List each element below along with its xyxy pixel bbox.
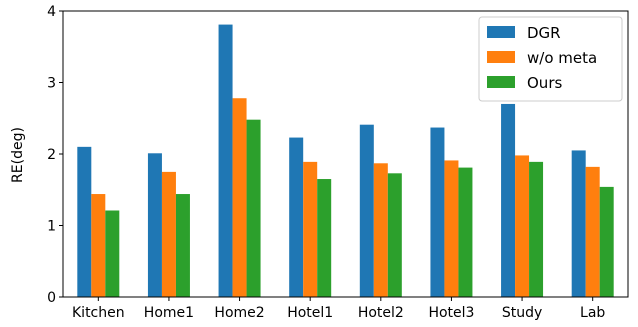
- bar-dgr-lab: [571, 150, 586, 297]
- bar-w-o-meta-home1: [161, 171, 176, 298]
- bar-ours-kitchen: [105, 210, 120, 297]
- legend-swatch: [487, 51, 515, 63]
- bar-w-o-meta-study: [515, 155, 530, 297]
- bar-w-o-meta-hotel1: [303, 161, 318, 297]
- y-axis-label: RE(deg): [10, 127, 26, 183]
- legend-label: Ours: [527, 74, 562, 92]
- x-tick-label-hotel3: Hotel3: [428, 305, 474, 321]
- legend-swatch: [487, 26, 515, 38]
- bars-group: [77, 24, 614, 298]
- bar-dgr-hotel3: [430, 127, 445, 297]
- x-tick-label-home2: Home2: [214, 305, 264, 321]
- legend-label: w/o meta: [527, 49, 597, 67]
- bar-ours-home2: [246, 119, 261, 298]
- y-tick-label: 2: [47, 147, 56, 163]
- bar-dgr-hotel1: [289, 137, 304, 297]
- bar-dgr-hotel2: [359, 124, 374, 297]
- legend-label: DGR: [527, 24, 561, 42]
- axes-group: 0 1 2 3 4 Kitchen Home1 Home2 Hotel1 Hotel2 Hotel3…: [47, 4, 629, 321]
- bar-w-o-meta-hotel3: [444, 160, 459, 297]
- bar-dgr-kitchen: [77, 146, 92, 297]
- y-tick-label: 1: [47, 219, 56, 235]
- bar-ours-hotel3: [458, 167, 473, 297]
- bar-w-o-meta-kitchen: [91, 194, 106, 297]
- y-tick-label: 4: [47, 4, 56, 20]
- x-tick-label-home1: Home1: [144, 305, 194, 321]
- x-tick-label-hotel2: Hotel2: [358, 305, 404, 321]
- bar-dgr-study: [501, 103, 516, 297]
- bar-w-o-meta-lab: [585, 166, 600, 297]
- x-tick-label-hotel1: Hotel1: [287, 305, 333, 321]
- bar-ours-hotel2: [387, 173, 402, 297]
- x-tick-label-kitchen: Kitchen: [72, 305, 125, 321]
- bar-ours-hotel1: [317, 179, 332, 297]
- bar-ours-lab: [599, 186, 614, 297]
- bar-w-o-meta-hotel2: [373, 163, 388, 297]
- y-tick-label: 0: [47, 290, 56, 306]
- legend-swatch: [487, 76, 515, 88]
- x-tick-label-lab: Lab: [580, 305, 605, 321]
- x-tick-label-study: Study: [502, 305, 542, 321]
- bar-ours-home1: [175, 194, 190, 297]
- bar-w-o-meta-home2: [232, 98, 247, 297]
- bar-ours-study: [529, 161, 544, 297]
- bar-dgr-home2: [218, 24, 233, 298]
- y-tick-label: 3: [47, 76, 56, 92]
- legend: DGR w/o meta Ours: [478, 16, 623, 102]
- bar-dgr-home1: [147, 153, 162, 297]
